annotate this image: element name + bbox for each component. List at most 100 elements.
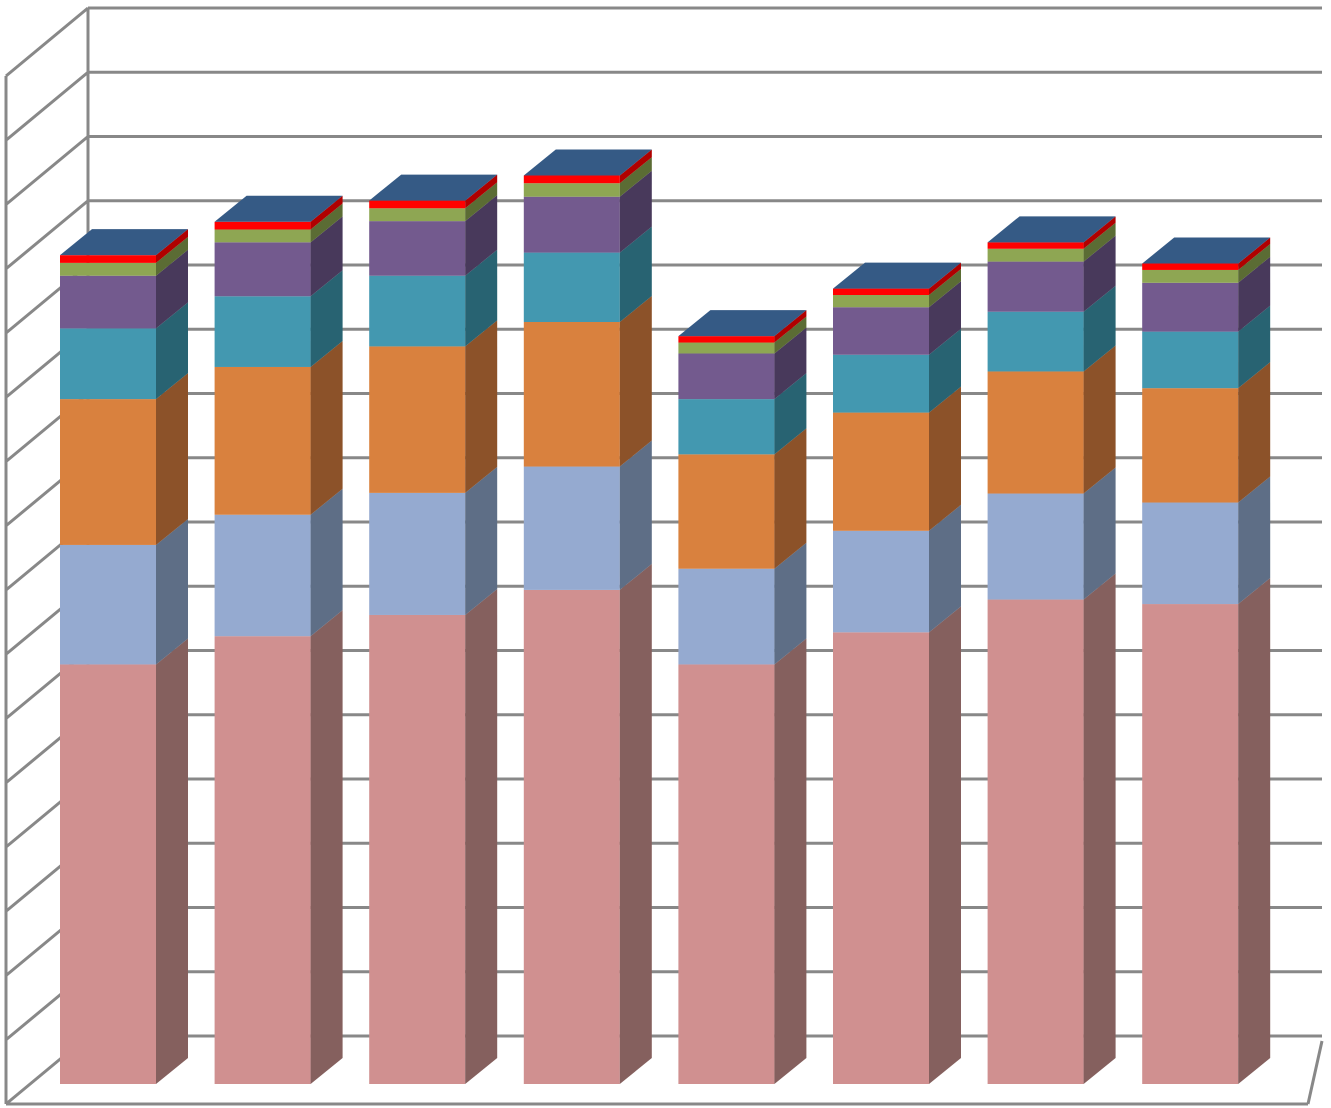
bar-segment: [678, 336, 775, 343]
bar-segment-side: [465, 320, 498, 493]
bar-segment: [1142, 502, 1239, 605]
bar-segment-side: [774, 428, 807, 569]
bar-segment-side: [1238, 362, 1271, 503]
bar-segment-side: [156, 518, 188, 665]
bar-segment-side: [774, 542, 807, 665]
bar-segment-side: [619, 226, 652, 322]
bar-stack: [369, 174, 498, 1084]
bar-segment-side: [1083, 467, 1116, 600]
bar-stack: [678, 310, 807, 1084]
bar-segment: [214, 221, 311, 230]
bar-segment-side: [929, 328, 961, 413]
bar-segment: [60, 262, 156, 276]
bar-stack: [833, 262, 961, 1084]
bar-segment: [678, 342, 775, 354]
chart-walls: [4, 8, 1324, 1106]
bar-segment: [987, 493, 1084, 600]
bar-segment: [60, 328, 156, 400]
bar-segment-side: [619, 563, 652, 1084]
bar-segment-side: [774, 638, 807, 1084]
bar-segment: [369, 346, 466, 493]
bar-segment-side: [929, 386, 961, 531]
bar-segment-side: [619, 157, 652, 197]
bar-segment: [214, 229, 311, 243]
bar-segment: [833, 412, 929, 531]
bar-segment-side: [1238, 243, 1271, 283]
bar-segment: [833, 288, 929, 296]
bar-top-face: [678, 310, 807, 337]
bar-segment-side: [619, 295, 652, 467]
bar-segment: [523, 466, 620, 590]
bar-segment-side: [774, 327, 807, 400]
bar-segment: [523, 196, 620, 253]
bar-segment: [523, 252, 620, 322]
bar-segment-side: [929, 504, 961, 633]
bar-segment-side: [929, 281, 961, 355]
bar-segment: [60, 275, 156, 329]
bar-segment-side: [156, 638, 188, 1084]
bar-segment: [987, 371, 1084, 494]
gridline-side: [5, 71, 89, 142]
bar-segment-side: [1238, 256, 1271, 332]
bar-segment: [1142, 263, 1239, 270]
bar-segment: [214, 242, 311, 297]
bar-segment: [369, 208, 466, 222]
bar-segment: [523, 589, 620, 1084]
bar-segment-side: [1083, 235, 1116, 312]
bar-segment: [369, 200, 466, 209]
bar-segment-side: [310, 203, 343, 243]
bar-stack: [60, 229, 188, 1084]
bar-segment-side: [310, 270, 343, 367]
bar-segment-side: [465, 249, 498, 347]
bar-segment-side: [156, 236, 188, 276]
bar-stack: [987, 216, 1116, 1084]
bar-segment: [987, 311, 1084, 372]
gridlines: [5, 6, 1322, 1106]
gridline-side: [5, 6, 89, 78]
bar-segment-side: [156, 229, 188, 263]
bar-segment-side: [929, 269, 961, 308]
bar-segment: [523, 183, 620, 197]
bar-segment-side: [929, 262, 961, 296]
bar-stack: [523, 149, 652, 1084]
bar-segment: [369, 492, 466, 615]
bar-segment: [987, 248, 1084, 262]
bar-segment: [214, 366, 311, 515]
bar-segment-side: [1083, 285, 1116, 372]
bar-segment-side: [1238, 578, 1271, 1084]
bar-segment: [1142, 388, 1239, 503]
bar-segment: [214, 296, 311, 367]
bar-segment: [833, 354, 929, 413]
bar-segment-side: [619, 149, 652, 184]
bar-segment-side: [1238, 476, 1271, 605]
bar-segment: [369, 614, 466, 1084]
bar-segment-side: [310, 216, 343, 297]
gridline-side: [5, 135, 89, 206]
bar-segment: [833, 632, 929, 1084]
bar-top-face: [214, 195, 343, 222]
bar-segment: [214, 514, 311, 637]
bar-segment-side: [465, 195, 498, 276]
bar-segment-side: [1083, 345, 1116, 494]
bar-segment: [369, 221, 466, 276]
bar-segment: [1142, 604, 1239, 1084]
bar-segment: [523, 175, 620, 184]
bar-segment-side: [156, 302, 188, 400]
bar-segment-side: [310, 610, 343, 1084]
bar-segment-side: [465, 182, 498, 222]
bar-top-face: [523, 149, 652, 176]
bar-segment-side: [619, 170, 652, 253]
bar-segment: [678, 664, 775, 1084]
bar-segment: [369, 275, 466, 347]
bar-segment: [1142, 282, 1239, 332]
bar-segment-side: [1083, 216, 1116, 249]
bar-segment-side: [465, 466, 498, 615]
bar-segment: [60, 664, 156, 1084]
bar-segment-side: [156, 249, 188, 329]
bar-top-face: [833, 262, 961, 289]
bar-segment: [678, 568, 775, 665]
bar-segment: [60, 399, 156, 545]
bar-segment: [60, 255, 156, 263]
bar-top-face: [1142, 237, 1271, 264]
